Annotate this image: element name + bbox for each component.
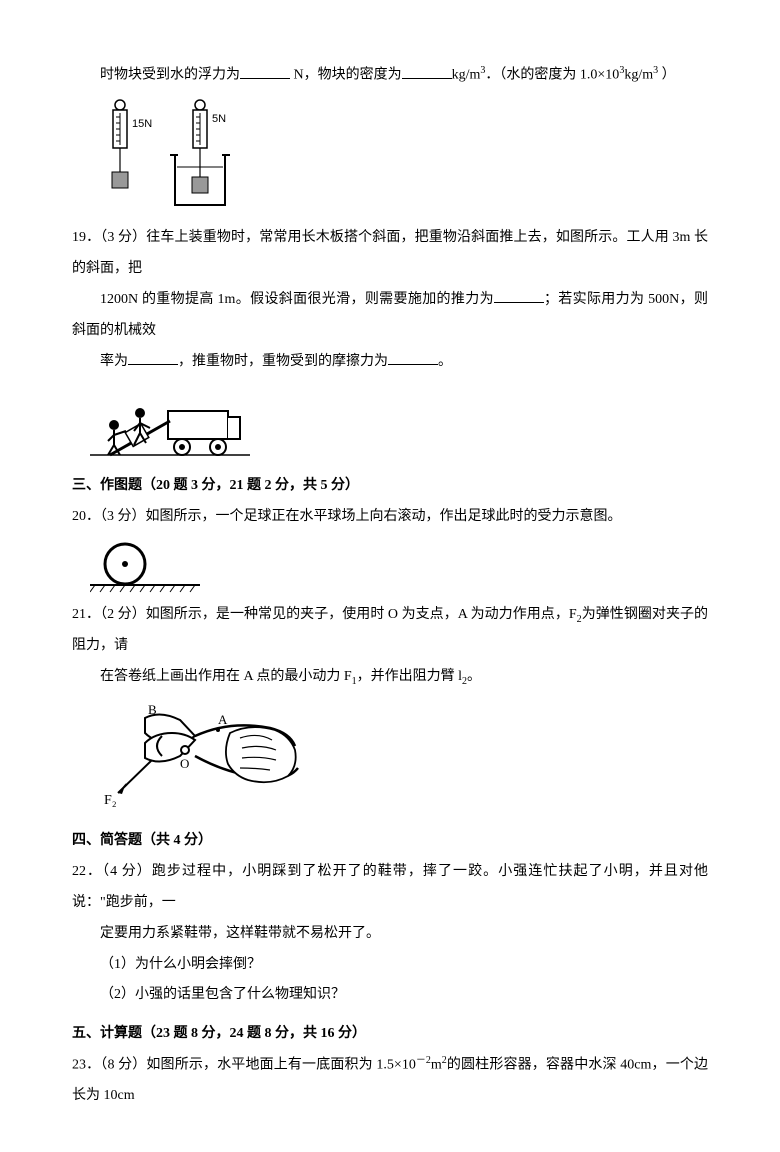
q19-number: 19．（3 分） [72, 230, 146, 245]
q20-figure [90, 539, 708, 594]
q22-number: 22．（4 分） [72, 864, 152, 879]
q21-number: 21．（2 分） [72, 607, 146, 622]
q18-blank1 [240, 65, 290, 79]
q21-line1: 21．（2 分）如图所示，是一种常见的夹子，使用时 O 为支点，A 为动力作用点… [72, 600, 708, 662]
scale-left-label: 15N [132, 118, 152, 130]
q21-label-B: B [148, 702, 157, 717]
q18-tail-line: 时物块受到水的浮力为 N，物块的密度为kg/m3．（水的密度为 1.0×103k… [72, 60, 708, 91]
q19-text-a: 往车上装重物时，常常用长木板搭个斜面，把重物沿斜面推上去，如图所示。工人用 3m… [72, 230, 708, 276]
q22-line1: 22．（4 分）跑步过程中，小明踩到了松开了的鞋带，摔了一跤。小强连忙扶起了小明… [72, 857, 708, 919]
q22-text-b: 定要用力系紧鞋带，这样鞋带就不易松开了。 [100, 926, 380, 941]
q18-text-a: 时物块受到水的浮力为 [100, 68, 240, 83]
q19-line2: 1200N 的重物提高 1m。假设斜面很光滑，则需要施加的推力为；若实际用力为 … [72, 285, 708, 347]
q19-line1: 19．（3 分）往车上装重物时，常常用长木板搭个斜面，把重物沿斜面推上去，如图所… [72, 223, 708, 285]
q18-text-e: kg/m [624, 68, 653, 83]
q19-blank3 [388, 351, 438, 365]
q21-text-c: 在答卷纸上画出作用在 A 点的最小动力 F [100, 669, 352, 684]
q23-text-a: 如图所示，水平地面上有一底面积为 1.5×10 [146, 1058, 415, 1073]
q23-number: 23．（8 分） [72, 1058, 146, 1073]
q20-number: 20．（3 分） [72, 509, 146, 524]
q19-blank2 [128, 351, 178, 365]
q19-text-d: 率为 [100, 354, 128, 369]
q21-text-d: ，并作出阻力臂 l [357, 669, 462, 684]
q19-text-b: 1200N 的重物提高 1m。假设斜面很光滑，则需要施加的推力为 [100, 292, 494, 307]
q20-line: 20．（3 分）如图所示，一个足球正在水平球场上向右滚动，作出足球此时的受力示意… [72, 502, 708, 533]
q22-text-a: 跑步过程中，小明踩到了松开了的鞋带，摔了一跤。小强连忙扶起了小明，并且对他说："… [72, 864, 708, 910]
q18-text-d: ．（水的密度为 1.0×10 [485, 68, 619, 83]
q19-blank1 [494, 289, 544, 303]
q21-label-A: A [218, 712, 228, 727]
q18-text-b: N，物块的密度为 [290, 68, 402, 83]
q21-line2: 在答卷纸上画出作用在 A 点的最小动力 F1，并作出阻力臂 l2。 [72, 662, 708, 693]
q19-text-f: 。 [438, 354, 452, 369]
q20-text: 如图所示，一个足球正在水平球场上向右滚动，作出足球此时的受力示意图。 [146, 509, 622, 524]
section5-title: 五、计算题（23 题 8 分，24 题 8 分，共 16 分） [72, 1019, 708, 1050]
q21-text-a: 如图所示，是一种常见的夹子，使用时 O 为支点，A 为动力作用点，F [146, 607, 577, 622]
q21-label-O: O [180, 756, 189, 771]
q21-text-e: 。 [467, 669, 481, 684]
section4-title: 四、简答题（共 4 分） [72, 826, 708, 857]
q22-sub1: （1）为什么小明会摔倒？ [72, 950, 708, 981]
q18-text-c: kg/m [452, 68, 481, 83]
q19-line3: 率为 ，推重物时，重物受到的摩擦力为 。 [72, 347, 708, 378]
q19-text-e: ，推重物时，重物受到的摩擦力为 [178, 354, 388, 369]
q21-figure: B A O F₂ [90, 698, 708, 818]
q22-sub2: （2）小强的话里包含了什么物理知识？ [72, 980, 708, 1011]
q23-text-b: m [431, 1058, 442, 1073]
q19-figure [90, 383, 708, 463]
section3-title: 三、作图题（20 题 3 分，21 题 2 分，共 5 分） [72, 471, 708, 502]
q18-blank2 [402, 65, 452, 79]
q22-line2: 定要用力系紧鞋带，这样鞋带就不易松开了。 [72, 919, 708, 950]
q18-figure: 15N 5N [90, 97, 708, 217]
q21-label-F2: F₂ [104, 793, 117, 808]
scale-right-label: 5N [212, 113, 226, 125]
q23-sup1: －2 [416, 1055, 431, 1066]
q18-text-f: ） [658, 68, 676, 83]
